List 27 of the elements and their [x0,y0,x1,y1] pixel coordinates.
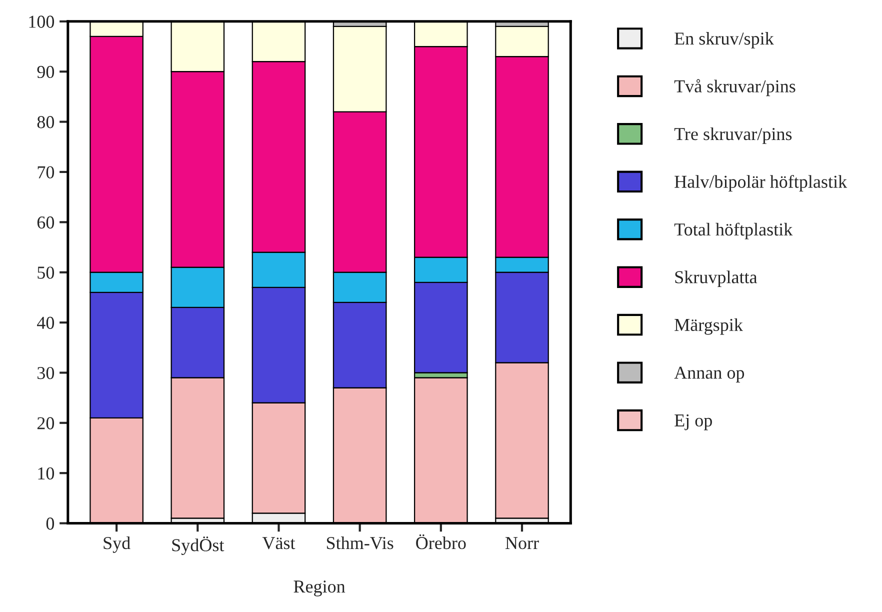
x-tick-label: Örebro [416,534,466,550]
legend-label: Ej op [674,414,712,430]
y-tick-label: 80 [37,116,54,128]
y-tick-label: 60 [37,216,54,229]
legend-label: En skruv/spik [674,32,774,48]
y-tick-label: 50 [38,266,54,279]
x-tick-label: Väst [262,537,296,550]
legend-label: Halv/bipolär höftplastik [674,174,848,192]
x-tick-label: SydÖst [172,536,224,556]
y-tick-label: 30 [38,366,54,380]
legend-label: Märgspik [674,318,743,335]
y-tick-label: 0 [46,518,54,530]
y-tick-label: 10 [38,467,54,480]
legend-label: Total höftplastik [674,222,793,240]
x-tick-label: Norr [505,537,539,550]
x-tick-label: Syd [104,536,130,553]
y-tick-label: 90 [37,66,54,78]
x-axis-title: Region [294,580,346,596]
legend-label: Två skruvar/pins [674,79,796,96]
y-tick-label: 70 [38,166,54,178]
y-tick-label: 20 [37,417,54,430]
x-tick-label: Sthm-Vis [326,536,394,550]
y-tick-label: 100 [29,16,54,28]
legend-label: Skruvplatta [675,270,758,287]
legend-label: Tre skruvar/pins [674,127,792,144]
legend-label: Annan op [674,366,744,382]
y-tick-label: 40 [37,316,54,329]
